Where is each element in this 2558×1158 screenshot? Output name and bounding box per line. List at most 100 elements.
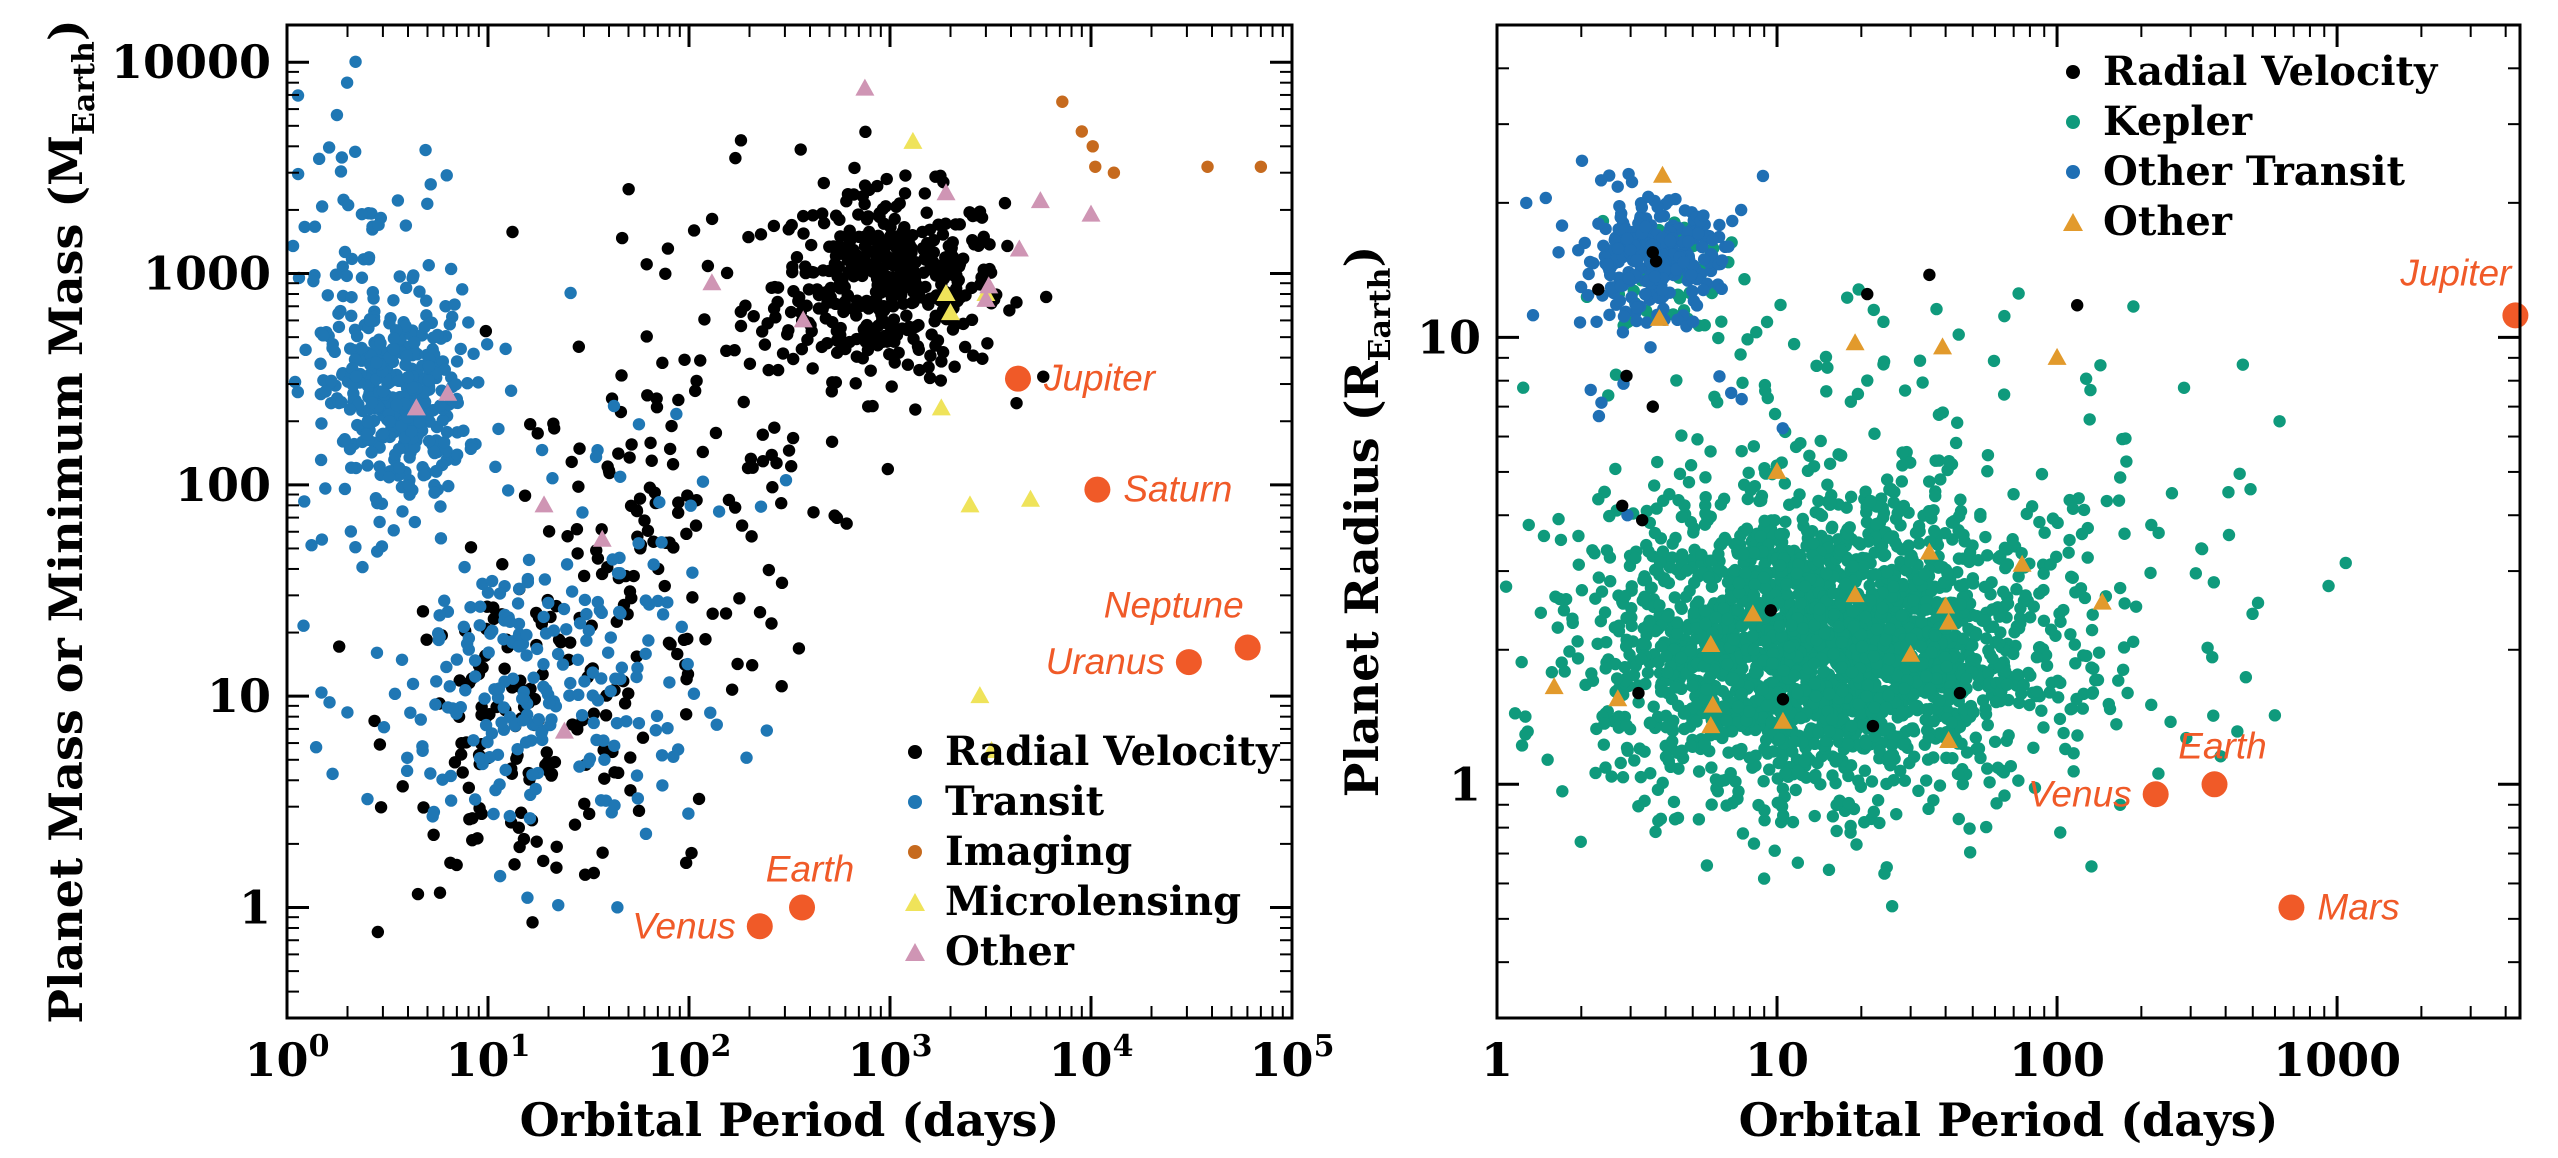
data-point bbox=[321, 289, 334, 302]
data-point bbox=[453, 674, 466, 687]
data-point-triangle bbox=[793, 310, 813, 328]
data-point bbox=[1969, 731, 1983, 744]
data-point bbox=[768, 421, 781, 434]
data-point bbox=[1991, 761, 2005, 774]
data-point bbox=[1649, 825, 1662, 839]
data-point bbox=[1942, 454, 1956, 468]
data-point bbox=[1201, 160, 1214, 173]
data-point bbox=[1842, 796, 1856, 810]
data-point bbox=[694, 354, 707, 367]
data-point bbox=[1599, 662, 1612, 675]
data-point bbox=[983, 238, 996, 251]
data-point bbox=[886, 271, 899, 284]
data-point bbox=[858, 179, 872, 192]
data-point bbox=[623, 451, 636, 464]
data-point bbox=[1759, 384, 1772, 398]
legend-label: Radial Velocity bbox=[945, 728, 1281, 775]
data-point bbox=[485, 574, 499, 588]
data-point bbox=[450, 653, 464, 666]
data-point bbox=[499, 763, 512, 777]
data-point bbox=[348, 145, 362, 158]
data-point bbox=[546, 472, 559, 485]
data-point bbox=[1666, 551, 1679, 564]
data-point bbox=[1987, 354, 2001, 368]
data-point bbox=[888, 356, 901, 369]
planet-label: Jupiter bbox=[2399, 252, 2513, 293]
data-point bbox=[880, 172, 893, 186]
data-point bbox=[632, 804, 646, 818]
data-point bbox=[1595, 396, 1608, 409]
planet-marker bbox=[1004, 365, 1031, 392]
data-point bbox=[1669, 531, 1682, 545]
data-point bbox=[817, 176, 831, 190]
data-point bbox=[443, 680, 456, 693]
data-point bbox=[418, 395, 432, 409]
data-point bbox=[1713, 370, 1726, 383]
data-point bbox=[1812, 726, 1825, 739]
data-point bbox=[1981, 718, 1994, 732]
data-point bbox=[2067, 747, 2080, 760]
data-point bbox=[1777, 664, 1790, 677]
data-point bbox=[1796, 512, 1809, 526]
data-point bbox=[1713, 218, 1726, 232]
data-point bbox=[427, 445, 440, 458]
data-point bbox=[1958, 535, 1971, 548]
data-point bbox=[885, 380, 898, 393]
data-point bbox=[2032, 641, 2046, 654]
data-point bbox=[892, 346, 905, 360]
data-point bbox=[1766, 647, 1780, 660]
data-point bbox=[542, 697, 556, 710]
data-point bbox=[2113, 471, 2127, 484]
data-point bbox=[1826, 810, 1840, 823]
data-point-triangle bbox=[1030, 191, 1050, 209]
data-point bbox=[1668, 813, 1682, 826]
data-point bbox=[328, 345, 341, 359]
data-point bbox=[1883, 622, 1896, 635]
data-point bbox=[1706, 626, 1719, 640]
data-point bbox=[355, 341, 368, 355]
planet-earth: Earth bbox=[766, 849, 854, 921]
data-point-triangle bbox=[2012, 554, 2032, 572]
data-point bbox=[1609, 462, 1622, 476]
data-point bbox=[1757, 775, 1770, 788]
data-point-triangle bbox=[1009, 239, 1029, 257]
data-point bbox=[340, 76, 354, 89]
data-point bbox=[2273, 415, 2286, 428]
data-point bbox=[1850, 838, 1863, 851]
data-point bbox=[537, 854, 550, 868]
data-point bbox=[1881, 663, 1895, 677]
data-point bbox=[769, 311, 782, 324]
data-point bbox=[640, 330, 653, 343]
data-point bbox=[456, 283, 469, 296]
data-point bbox=[1779, 515, 1792, 528]
data-point bbox=[1728, 563, 1742, 577]
data-point bbox=[479, 324, 493, 338]
data-point bbox=[387, 294, 400, 307]
data-point bbox=[440, 660, 453, 674]
data-point bbox=[1932, 454, 1946, 467]
data-point bbox=[1852, 536, 1865, 549]
data-point bbox=[1916, 376, 1929, 389]
legend-item: Microlensing bbox=[905, 878, 1241, 925]
data-point bbox=[1620, 369, 1633, 383]
data-point bbox=[698, 313, 711, 326]
data-point bbox=[734, 319, 748, 333]
data-point bbox=[522, 553, 536, 567]
data-point bbox=[1545, 666, 1559, 679]
planet-marker bbox=[789, 894, 816, 921]
planet-marker bbox=[1234, 634, 1261, 661]
data-point bbox=[602, 464, 616, 477]
data-point bbox=[1977, 614, 1990, 627]
data-point bbox=[1574, 835, 1587, 848]
legend-label: Other Transit bbox=[2103, 148, 2405, 195]
data-point bbox=[862, 400, 875, 413]
planet-label: Earth bbox=[766, 849, 854, 890]
data-point bbox=[859, 125, 872, 139]
right-y-axis-title: Planet Radius (REarth) bbox=[1335, 246, 1398, 797]
data-point bbox=[620, 715, 633, 728]
data-point bbox=[604, 631, 618, 644]
data-point bbox=[1740, 522, 1754, 535]
data-point bbox=[1807, 657, 1821, 670]
data-point bbox=[1639, 287, 1652, 301]
data-point bbox=[434, 532, 448, 545]
